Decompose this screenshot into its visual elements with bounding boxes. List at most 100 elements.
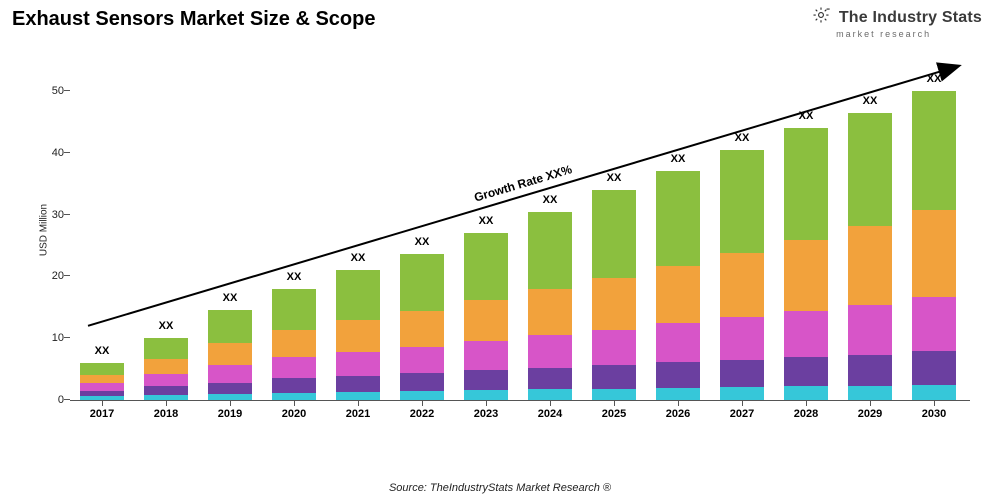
bar-segment	[272, 330, 316, 358]
bar-segment	[912, 210, 956, 297]
bar-segment	[592, 365, 636, 388]
y-tick-label: 20	[52, 270, 70, 282]
chart-container: USD Million 01020304050 XXXXXXXXXXXXXXXX…	[70, 60, 970, 440]
bar-segment	[848, 355, 892, 386]
x-tick-mark	[614, 400, 615, 406]
x-tick-label: 2020	[282, 408, 306, 420]
bar-segment	[272, 378, 316, 392]
bar-segment	[80, 383, 124, 390]
bar-segment	[592, 389, 636, 400]
x-tick-label: 2026	[666, 408, 690, 420]
bar-value-label: XX	[351, 252, 366, 264]
x-tick-label: 2022	[410, 408, 434, 420]
bar-value-label: XX	[159, 320, 174, 332]
bar-2020: XX	[272, 289, 316, 400]
bar-2027: XX	[720, 150, 764, 400]
bars-layer: XXXXXXXXXXXXXXXXXXXXXXXXXXXX	[70, 60, 970, 400]
bar-value-label: XX	[735, 132, 750, 144]
bar-2018: XX	[144, 338, 188, 400]
chart-title: Exhaust Sensors Market Size & Scope	[12, 8, 375, 31]
brand-subtitle: market research	[836, 29, 982, 39]
bar-segment	[912, 351, 956, 384]
bar-segment	[464, 390, 508, 400]
bar-segment	[272, 289, 316, 330]
x-tick-label: 2027	[730, 408, 754, 420]
bar-value-label: XX	[799, 110, 814, 122]
bar-segment	[144, 386, 188, 395]
bar-segment	[784, 240, 828, 311]
bar-segment	[848, 113, 892, 227]
bar-value-label: XX	[607, 172, 622, 184]
bar-segment	[720, 150, 764, 254]
bar-segment	[528, 368, 572, 390]
bar-segment	[784, 357, 828, 386]
x-tick-mark	[550, 400, 551, 406]
bar-segment	[336, 320, 380, 352]
bar-segment	[336, 392, 380, 400]
bar-segment	[336, 270, 380, 319]
bar-segment	[656, 388, 700, 400]
source-attribution: Source: TheIndustryStats Market Research…	[0, 482, 1000, 494]
bar-segment	[144, 338, 188, 359]
brand-logo: The Industry Stats market research	[812, 6, 982, 39]
bar-segment	[464, 341, 508, 371]
bar-segment	[720, 317, 764, 360]
bar-2028: XX	[784, 128, 828, 400]
bar-segment	[208, 343, 252, 365]
y-tick-label: 40	[52, 147, 70, 159]
bar-segment	[400, 391, 444, 400]
x-tick-label: 2025	[602, 408, 626, 420]
bar-2019: XX	[208, 310, 252, 400]
bar-value-label: XX	[927, 73, 942, 85]
x-tick-label: 2019	[218, 408, 242, 420]
bar-segment	[912, 297, 956, 351]
y-tick-label: 30	[52, 209, 70, 221]
gear-icon	[812, 6, 830, 29]
bar-segment	[80, 375, 124, 383]
x-tick-label: 2018	[154, 408, 178, 420]
y-tick-label: 50	[52, 85, 70, 97]
x-tick-mark	[806, 400, 807, 406]
bar-segment	[80, 363, 124, 375]
bar-segment	[720, 253, 764, 317]
x-tick-label: 2021	[346, 408, 370, 420]
x-tick-mark	[230, 400, 231, 406]
bar-segment	[656, 171, 700, 266]
bar-segment	[464, 370, 508, 390]
x-tick-mark	[294, 400, 295, 406]
bar-segment	[528, 389, 572, 400]
bar-segment	[528, 335, 572, 368]
bar-segment	[656, 266, 700, 323]
bar-segment	[208, 310, 252, 343]
bar-segment	[720, 360, 764, 387]
bar-segment	[400, 347, 444, 374]
bar-segment	[592, 278, 636, 329]
bar-2023: XX	[464, 233, 508, 400]
x-tick-label: 2023	[474, 408, 498, 420]
bar-segment	[848, 226, 892, 305]
bar-segment	[592, 190, 636, 278]
bar-2029: XX	[848, 113, 892, 400]
bar-segment	[400, 254, 444, 311]
bar-segment	[848, 386, 892, 400]
bar-segment	[336, 376, 380, 392]
bar-2025: XX	[592, 190, 636, 400]
x-tick-mark	[358, 400, 359, 406]
x-tick-label: 2028	[794, 408, 818, 420]
bar-segment	[656, 323, 700, 362]
bar-segment	[464, 300, 508, 341]
x-tick-label: 2024	[538, 408, 562, 420]
bar-segment	[272, 393, 316, 400]
bar-2026: XX	[656, 171, 700, 400]
bar-segment	[528, 289, 572, 335]
bar-value-label: XX	[863, 95, 878, 107]
y-tick-label: 10	[52, 332, 70, 344]
x-tick-mark	[870, 400, 871, 406]
bar-segment	[784, 128, 828, 240]
x-tick-label: 2030	[922, 408, 946, 420]
bar-segment	[400, 311, 444, 347]
x-tick-mark	[102, 400, 103, 406]
x-tick-mark	[486, 400, 487, 406]
bar-segment	[784, 386, 828, 400]
x-tick-mark	[742, 400, 743, 406]
